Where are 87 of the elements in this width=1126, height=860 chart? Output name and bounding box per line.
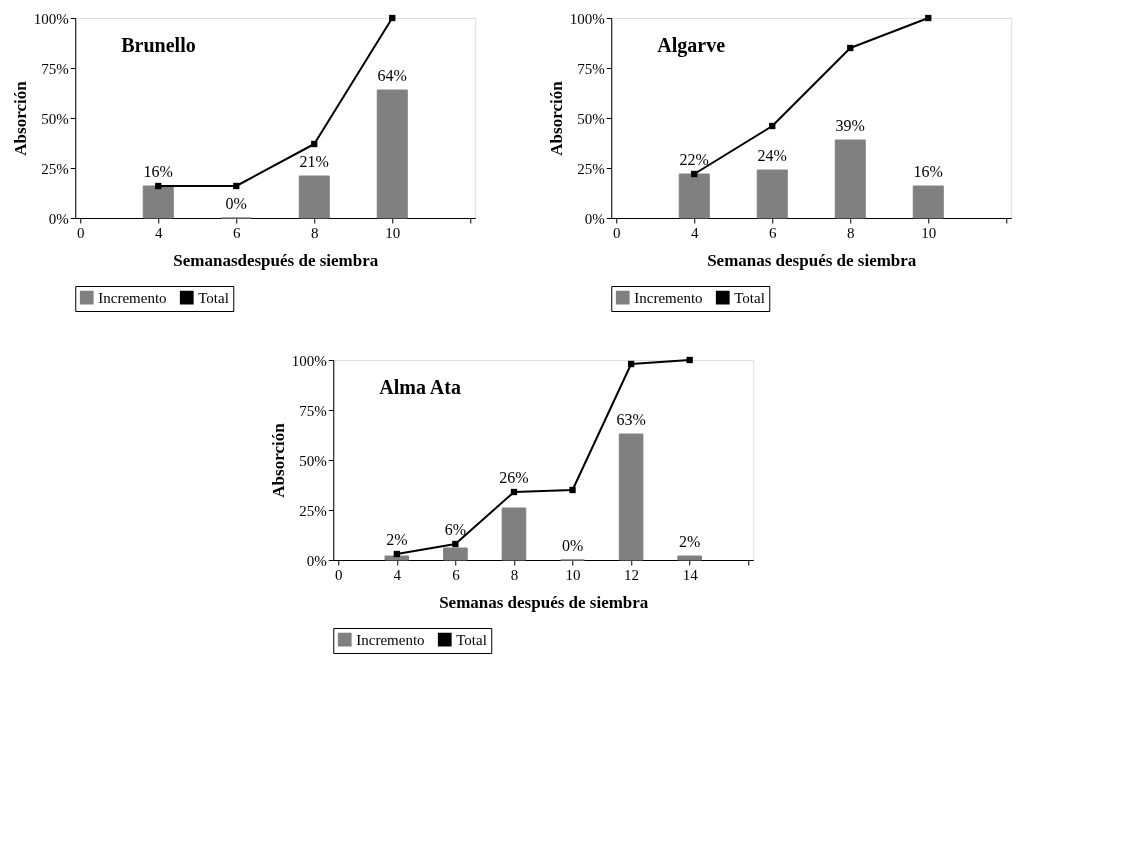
data-label: 63%	[616, 411, 646, 428]
y-tick-label: 100%	[569, 10, 605, 27]
x-tick-label: 6	[769, 224, 777, 241]
point	[233, 182, 240, 190]
y-tick-label: 0%	[306, 552, 327, 569]
point	[925, 14, 932, 22]
data-label: 16%	[913, 163, 943, 180]
x-tick-label: 0	[77, 224, 85, 241]
x-tick-label: 10	[565, 566, 581, 583]
point	[389, 14, 396, 22]
legend-label: Incremento	[634, 289, 703, 306]
x-axis-title: Semanas después de siembra	[707, 250, 917, 270]
y-tick-label: 50%	[41, 110, 69, 127]
y-axis-title: Absorción	[546, 80, 566, 156]
x-tick-label: 8	[510, 566, 519, 583]
text: Algarve	[657, 34, 726, 57]
x-tick-label: 4	[691, 224, 699, 241]
y-tick-label: 25%	[41, 160, 69, 177]
data-label: 0%	[561, 537, 584, 554]
point	[569, 486, 576, 494]
y-tick-label: 50%	[577, 110, 605, 127]
x-axis-title: Semanas después de siembra	[439, 592, 649, 612]
bar	[142, 185, 174, 219]
bar	[443, 547, 468, 561]
y-tick-label: 0%	[584, 210, 605, 227]
y-axis-title: Absorción	[268, 422, 288, 498]
x-tick-label: 12	[624, 566, 640, 583]
point	[691, 170, 698, 178]
data-label: 26%	[499, 469, 529, 486]
point	[311, 140, 318, 148]
x-tick-label: 8	[311, 224, 319, 241]
x-axis-title: Semanasdespués de siembra	[173, 250, 379, 270]
y-tick-label: 75%	[41, 60, 69, 77]
data-label: 64%	[377, 67, 407, 84]
bar	[618, 433, 644, 561]
point	[393, 550, 400, 558]
point	[155, 182, 162, 190]
y-tick-label: 75%	[577, 60, 605, 77]
point	[627, 360, 635, 368]
data-label: 2%	[679, 533, 701, 550]
text: Alma Ata	[379, 376, 461, 398]
point	[510, 488, 518, 496]
bar	[756, 169, 788, 219]
x-tick-label: 0	[613, 224, 621, 241]
bar	[677, 555, 702, 561]
y-tick-label: 25%	[299, 502, 327, 519]
y-tick-label: 25%	[577, 160, 605, 177]
legend-label: Total	[456, 631, 487, 648]
y-tick-label: 50%	[299, 452, 327, 469]
y-tick-label: 75%	[299, 402, 327, 419]
point	[769, 122, 776, 130]
y-tick-label: 100%	[291, 352, 327, 369]
x-tick-label: 4	[393, 566, 402, 583]
data-label: 16%	[143, 163, 173, 180]
x-tick-label: 14	[682, 566, 699, 583]
x-tick-label: 10	[385, 224, 401, 241]
data-label: 6%	[444, 521, 467, 538]
point	[847, 44, 854, 52]
y-tick-label: 100%	[33, 10, 69, 27]
point	[686, 356, 693, 364]
data-label: 21%	[299, 153, 329, 170]
x-tick-label: 6	[233, 224, 241, 241]
x-tick-label: 10	[921, 224, 937, 241]
data-label: 39%	[835, 117, 865, 134]
data-label: 22%	[679, 151, 709, 168]
x-tick-label: 8	[847, 224, 855, 241]
y-tick-label: 0%	[48, 210, 69, 227]
bar	[298, 175, 330, 219]
bar	[834, 139, 866, 219]
legend-label: Incremento	[98, 289, 167, 306]
legend-label: Total	[734, 289, 765, 306]
x-tick-label: 4	[155, 224, 163, 241]
bar	[384, 555, 410, 561]
y-axis-title: Absorción	[10, 80, 30, 156]
text: Brunello	[121, 34, 196, 56]
bar	[678, 173, 710, 219]
x-tick-label: 0	[335, 566, 343, 583]
legend-label: Incremento	[356, 631, 425, 648]
x-tick-label: 6	[452, 566, 461, 583]
bar	[501, 507, 527, 561]
data-label: 24%	[757, 147, 787, 164]
legend-label: Total	[198, 289, 229, 306]
bar	[376, 89, 408, 219]
point	[452, 540, 459, 548]
data-label: 2%	[386, 531, 408, 548]
data-label: 0%	[225, 195, 247, 212]
bar	[912, 185, 944, 219]
